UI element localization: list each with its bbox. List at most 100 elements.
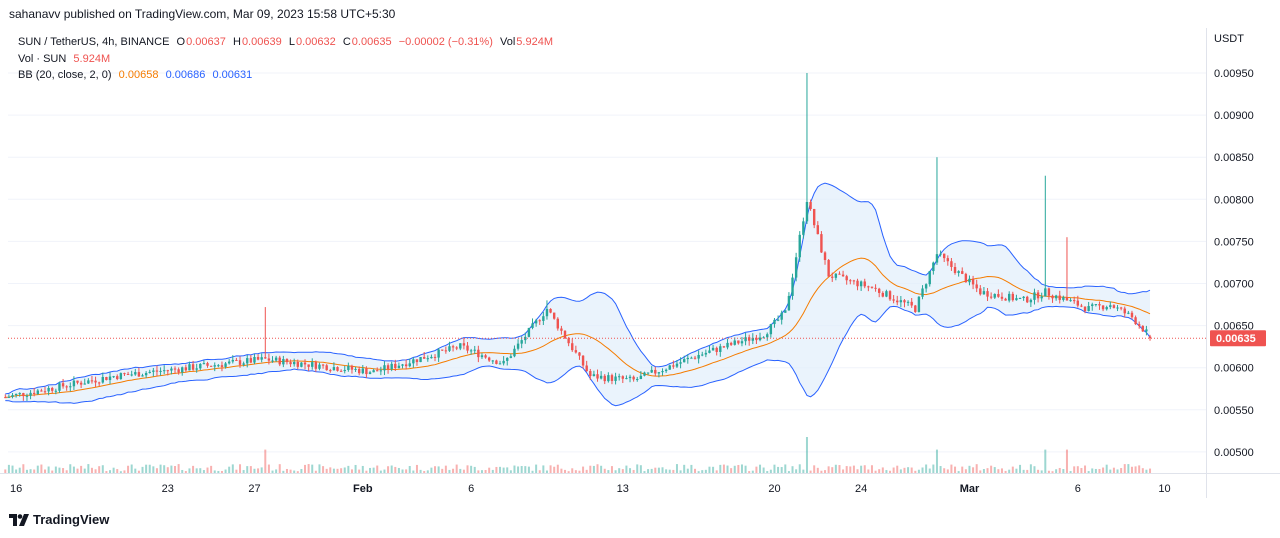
volume-bar [560, 468, 563, 473]
volume-bar [231, 464, 234, 473]
legend-high-value: 0.00639 [241, 36, 282, 48]
candle [116, 374, 119, 381]
volume-bar [15, 469, 18, 473]
candle-body [271, 360, 274, 362]
candle [856, 278, 859, 291]
candle-body [162, 370, 166, 372]
volume-bar [29, 469, 32, 473]
candle-body [155, 370, 159, 372]
bb-upper-value: 0.00686 [165, 69, 206, 81]
volume-bar [296, 471, 299, 473]
candle [235, 357, 238, 361]
tradingview-logo[interactable]: TradingView [9, 512, 109, 527]
candle-body [361, 368, 364, 374]
candle-body [657, 372, 661, 374]
candle [365, 366, 368, 378]
volume-bar [1065, 449, 1068, 473]
candle [867, 285, 870, 292]
candle-body [787, 295, 791, 311]
candle [766, 332, 769, 341]
candle-body [1040, 296, 1043, 299]
price-chart[interactable]: USDT 0.00950 0.00900 0.00850 0.00800 0.00750 0… [0, 28, 1280, 498]
candle [264, 307, 267, 359]
volume-bar [856, 469, 859, 473]
legend-symbol[interactable]: SUN / TetherUS, 4h, BINANCE [18, 36, 170, 48]
candle [928, 271, 931, 287]
time-tick-label: 27 [248, 483, 260, 495]
volume-bar [863, 465, 866, 473]
candle [227, 359, 231, 365]
candle [339, 369, 343, 372]
volume-bar [188, 468, 191, 473]
volume-bar [477, 470, 480, 473]
candle-body [639, 375, 643, 380]
candle [11, 393, 14, 399]
volume-bar [629, 468, 632, 473]
candle [76, 380, 79, 385]
candle-body [834, 273, 838, 278]
volume-bar [260, 467, 263, 473]
volume-bar [917, 469, 920, 473]
volume-bar [430, 467, 433, 473]
candle-body [386, 365, 390, 370]
candle [195, 363, 198, 373]
candle-body [65, 386, 68, 388]
candle-body [1044, 288, 1047, 297]
candle-body [621, 376, 624, 379]
volume-bar [881, 467, 884, 473]
volume-study-label[interactable]: Vol · SUN [18, 53, 67, 65]
candle [621, 375, 624, 384]
volume-bar [206, 467, 209, 473]
volume-bar [437, 466, 440, 473]
volume-bar [878, 469, 881, 473]
candle-body [43, 391, 47, 393]
volume-bar [524, 466, 527, 473]
bb-study-label[interactable]: BB (20, close, 2, 0) [18, 69, 112, 81]
candle [852, 279, 856, 285]
candle-body [274, 357, 278, 361]
candle-body [950, 261, 953, 267]
volume-bar [224, 469, 227, 473]
candle [1145, 325, 1148, 336]
candle [25, 393, 29, 401]
candle [54, 388, 58, 395]
volume-bar [1055, 469, 1058, 473]
volume-bar [795, 469, 798, 473]
candle [982, 286, 986, 295]
candle [90, 375, 94, 384]
volume-bar [535, 464, 538, 473]
candle [939, 250, 942, 257]
candle [1076, 295, 1080, 308]
candle-body [206, 363, 209, 366]
candle-body [376, 370, 379, 372]
candle [979, 285, 982, 296]
last-price-badge [1210, 330, 1266, 347]
candle [917, 296, 921, 313]
candle-body [881, 292, 885, 297]
candle [823, 251, 827, 265]
candle [661, 368, 664, 376]
candle-body [22, 393, 25, 397]
candle-body [932, 262, 935, 272]
candle-body [899, 300, 903, 303]
candle-body [654, 369, 657, 374]
candle-body [744, 337, 747, 342]
candle [531, 318, 534, 330]
volume-bar [441, 468, 444, 473]
candle-body [502, 360, 505, 364]
candle [1054, 294, 1058, 301]
chart-frame[interactable]: USDT 0.00950 0.00900 0.00850 0.00800 0.00750 0… [0, 28, 1280, 498]
candle-body [914, 305, 917, 312]
volume-bar [282, 470, 285, 473]
volume-bar [1091, 468, 1094, 473]
candle [585, 360, 588, 372]
volume-bar [177, 464, 180, 473]
candle [220, 361, 224, 372]
volume-bar [954, 466, 957, 473]
volume-bar [585, 469, 588, 473]
candle [968, 275, 971, 286]
candle-body [1000, 296, 1004, 299]
candle [747, 334, 751, 346]
candle-body [1065, 297, 1069, 301]
candle [152, 367, 155, 377]
